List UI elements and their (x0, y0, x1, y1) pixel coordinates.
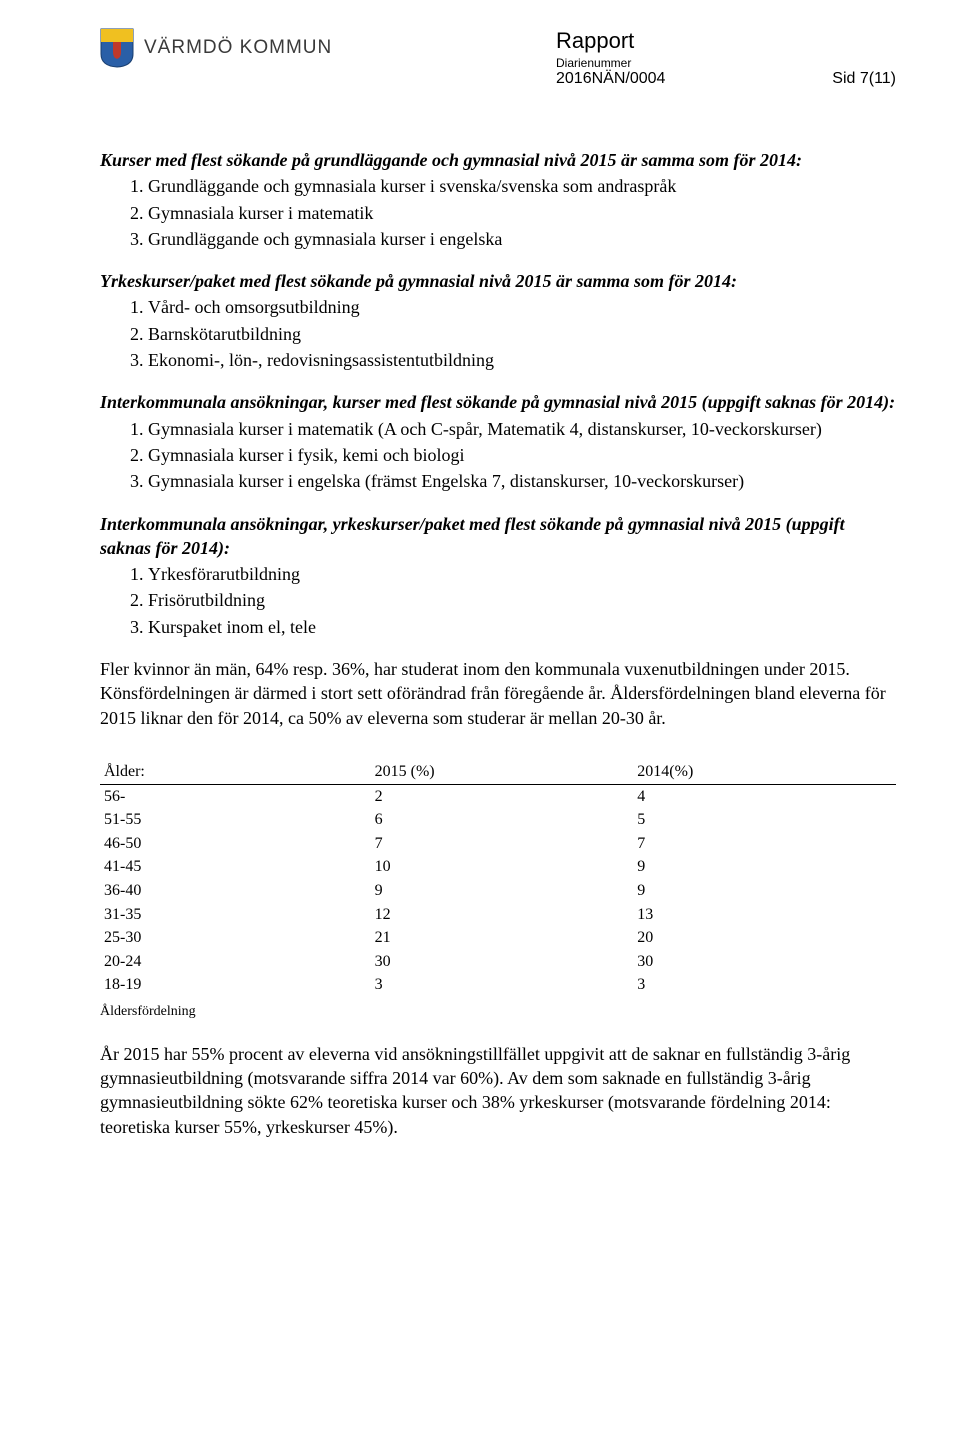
list-item: Frisörutbildning (148, 588, 896, 612)
table-row: 51-5565 (100, 808, 896, 832)
age-col-header: 2014(%) (633, 760, 896, 784)
org-name: VÄRMDÖ KOMMUN (144, 37, 332, 59)
section3-list: Gymnasiala kurser i matematik (A och C-s… (100, 417, 896, 494)
list-item: Yrkesförarutbildning (148, 562, 896, 586)
table-row: 25-302120 (100, 926, 896, 950)
section4-heading: Interkommunala ansökningar, yrkeskurser/… (100, 512, 896, 561)
gender-paragraph: Fler kvinnor än män, 64% resp. 36%, har … (100, 657, 896, 730)
list-item: Gymnasiala kurser i fysik, kemi och biol… (148, 443, 896, 467)
section1-heading: Kurser med flest sökande på grundläggand… (100, 148, 896, 172)
table-row: 56-24 (100, 784, 896, 808)
table-row: 20-243030 (100, 950, 896, 974)
doc-type: Rapport (556, 28, 896, 54)
diarie-label: Diarienummer (556, 56, 896, 70)
section1-list: Grundläggande och gymnasiala kurser i sv… (100, 174, 896, 251)
content: Kurser med flest sökande på grundläggand… (100, 148, 896, 1139)
table-row: 36-4099 (100, 879, 896, 903)
age-col-header: Ålder: (100, 760, 371, 784)
table-row: 46-5077 (100, 832, 896, 856)
age-table-body: 56-24 51-5565 46-5077 41-45109 36-4099 3… (100, 784, 896, 997)
section3-heading: Interkommunala ansökningar, kurser med f… (100, 390, 896, 414)
section2-list: Vård- och omsorgsutbildning Barnskötarut… (100, 295, 896, 372)
list-item: Kurspaket inom el, tele (148, 615, 896, 639)
list-item: Gymnasiala kurser i engelska (främst Eng… (148, 469, 896, 493)
section2-heading: Yrkeskurser/paket med flest sökande på g… (100, 269, 896, 293)
municipality-shield-icon (100, 28, 134, 68)
age-table: Ålder: 2015 (%) 2014(%) 56-24 51-5565 46… (100, 760, 896, 997)
table-row: 18-1933 (100, 973, 896, 997)
age-table-caption: Åldersfördelning (100, 1003, 896, 1022)
list-item: Barnskötarutbildning (148, 322, 896, 346)
diarie-number: 2016NÄN/0004 (556, 70, 665, 88)
list-item: Gymnasiala kurser i matematik (148, 201, 896, 225)
page: VÄRMDÖ KOMMUN Rapport Diarienummer 2016N… (0, 0, 960, 1217)
logo-block: VÄRMDÖ KOMMUN (100, 28, 332, 68)
section4-list: Yrkesförarutbildning Frisörutbildning Ku… (100, 562, 896, 639)
list-item: Ekonomi-, lön-, redovisningsassistentutb… (148, 348, 896, 372)
age-col-header: 2015 (%) (371, 760, 634, 784)
list-item: Grundläggande och gymnasiala kurser i en… (148, 227, 896, 251)
table-row: 31-351213 (100, 903, 896, 927)
list-item: Vård- och omsorgsutbildning (148, 295, 896, 319)
table-row: 41-45109 (100, 855, 896, 879)
final-paragraph: År 2015 har 55% procent av eleverna vid … (100, 1042, 896, 1139)
list-item: Grundläggande och gymnasiala kurser i sv… (148, 174, 896, 198)
list-item: Gymnasiala kurser i matematik (A och C-s… (148, 417, 896, 441)
header-right: Rapport Diarienummer 2016NÄN/0004 Sid 7(… (556, 28, 896, 88)
page-indicator: Sid 7(11) (832, 70, 896, 88)
page-header: VÄRMDÖ KOMMUN Rapport Diarienummer 2016N… (100, 28, 896, 88)
